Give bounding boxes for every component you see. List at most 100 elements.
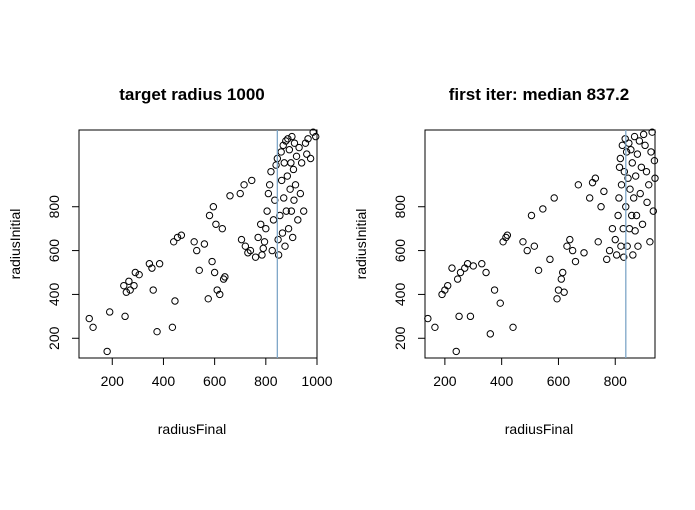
data-point bbox=[200, 240, 209, 248]
data-point bbox=[618, 141, 627, 150]
data-point bbox=[304, 135, 312, 143]
data-point bbox=[262, 224, 270, 233]
data-point bbox=[169, 238, 178, 246]
data-point bbox=[523, 246, 531, 255]
data-point bbox=[287, 207, 296, 215]
data-point bbox=[282, 207, 290, 215]
data-point bbox=[221, 273, 229, 281]
data-point bbox=[212, 220, 220, 228]
data-point bbox=[277, 176, 286, 185]
y-tick-label: 400 bbox=[46, 283, 62, 307]
data-point bbox=[643, 198, 651, 207]
data-point bbox=[290, 139, 299, 147]
data-point bbox=[563, 242, 571, 250]
data-point bbox=[546, 255, 554, 264]
data-point bbox=[294, 216, 302, 224]
data-point bbox=[259, 244, 267, 253]
panel-title: target radius 1000 bbox=[119, 85, 265, 104]
data-point bbox=[642, 167, 651, 176]
x-axis-label: radiusFinal bbox=[505, 421, 573, 437]
data-point bbox=[282, 137, 290, 145]
data-point bbox=[125, 277, 133, 285]
data-point bbox=[634, 242, 642, 250]
x-tick-label: 600 bbox=[547, 373, 571, 389]
data-point bbox=[205, 211, 214, 220]
data-point bbox=[303, 150, 311, 158]
data-point bbox=[630, 132, 639, 141]
data-point bbox=[597, 203, 605, 211]
data-point bbox=[566, 235, 574, 244]
data-point bbox=[260, 238, 269, 246]
y-tick-label: 600 bbox=[46, 239, 62, 263]
data-point bbox=[630, 194, 638, 202]
data-point bbox=[296, 189, 305, 198]
data-point bbox=[469, 262, 477, 270]
data-point bbox=[617, 181, 626, 189]
data-point bbox=[208, 257, 216, 266]
data-point bbox=[246, 246, 255, 255]
data-point bbox=[218, 224, 227, 233]
data-point bbox=[539, 205, 547, 213]
data-point bbox=[193, 246, 201, 255]
data-point bbox=[89, 323, 97, 332]
data-point bbox=[85, 314, 93, 323]
data-point bbox=[210, 268, 219, 277]
data-point bbox=[633, 150, 642, 158]
data-point bbox=[560, 288, 568, 296]
data-point bbox=[553, 295, 561, 303]
data-point bbox=[254, 233, 262, 242]
data-point bbox=[650, 156, 659, 165]
data-point bbox=[277, 148, 285, 156]
data-point bbox=[295, 143, 303, 152]
data-point bbox=[195, 266, 203, 275]
data-point bbox=[177, 231, 186, 239]
data-point bbox=[585, 194, 594, 202]
data-point bbox=[256, 220, 265, 228]
x-tick-label: 400 bbox=[152, 373, 176, 389]
data-point bbox=[309, 128, 317, 136]
data-point bbox=[645, 181, 653, 189]
data-point bbox=[452, 347, 460, 356]
data-point bbox=[267, 167, 275, 176]
data-point bbox=[600, 187, 608, 196]
data-point bbox=[120, 281, 128, 290]
data-point bbox=[306, 154, 315, 163]
data-point bbox=[149, 286, 157, 294]
data-point bbox=[623, 242, 631, 250]
data-point bbox=[649, 207, 657, 215]
data-point bbox=[648, 128, 656, 136]
data-point bbox=[269, 216, 278, 224]
data-point bbox=[283, 172, 292, 180]
data-point bbox=[291, 181, 300, 189]
data-point bbox=[503, 231, 512, 239]
data-point bbox=[284, 224, 293, 233]
y-tick-label: 800 bbox=[46, 195, 62, 219]
scatter-panel-2: first iter: median 837.2 radiusFinal radiu… bbox=[353, 85, 659, 437]
y-tick-label: 600 bbox=[392, 239, 408, 263]
data-point bbox=[268, 246, 276, 255]
data-point bbox=[614, 211, 622, 220]
data-point bbox=[594, 238, 602, 246]
data-point bbox=[431, 323, 439, 332]
data-point bbox=[647, 148, 655, 156]
data-point bbox=[620, 167, 629, 176]
data-point bbox=[126, 286, 134, 294]
data-point bbox=[629, 251, 637, 259]
data-point bbox=[251, 253, 260, 261]
data-point bbox=[131, 268, 140, 277]
data-point bbox=[106, 308, 114, 316]
data-point bbox=[456, 268, 465, 277]
data-point bbox=[636, 189, 644, 198]
data-point bbox=[241, 242, 250, 250]
data-point bbox=[289, 165, 298, 174]
data-point bbox=[603, 255, 611, 264]
data-point bbox=[121, 312, 129, 321]
data-point bbox=[103, 347, 111, 356]
data-point bbox=[605, 246, 614, 255]
data-point bbox=[153, 327, 161, 336]
data-point bbox=[204, 295, 212, 303]
data-point bbox=[612, 251, 621, 259]
data-point bbox=[285, 146, 294, 154]
x-axis-label: radiusFinal bbox=[158, 421, 226, 437]
